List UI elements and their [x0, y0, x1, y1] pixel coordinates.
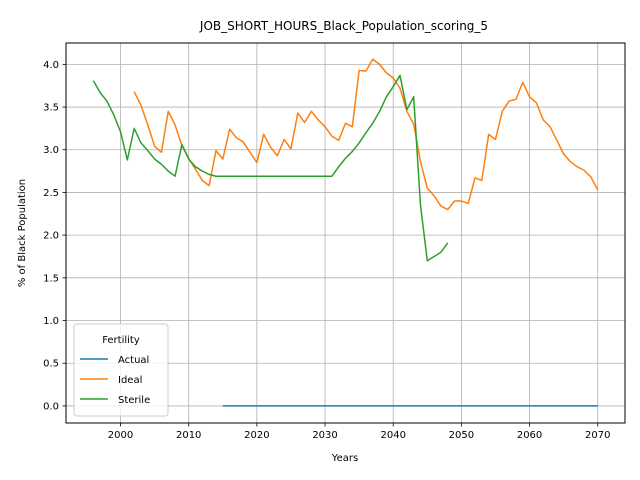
x-tick-label: 2040: [380, 430, 405, 441]
y-tick-label: 1.5: [43, 273, 59, 284]
x-tick-label: 2000: [108, 430, 133, 441]
y-axis-label: % of Black Population: [17, 179, 28, 287]
legend-label-actual: Actual: [118, 355, 149, 366]
series-line-sterile: [92, 74, 449, 262]
x-axis-ticks: 2000 2010 2020 2030 2040 2050 2060 2070: [108, 423, 610, 441]
y-tick-label: 0.5: [43, 359, 59, 370]
y-tick-label: 1.0: [43, 316, 59, 327]
series-line-ideal: [133, 58, 599, 211]
legend-title: Fertility: [102, 335, 140, 346]
x-tick-label: 2050: [449, 430, 474, 441]
legend-label-ideal: Ideal: [118, 375, 142, 386]
y-axis-ticks: 0.0 0.5 1.0 1.5 2.0 2.5 3.0 3.5 4.0: [43, 60, 66, 412]
y-tick-label: 0.0: [43, 401, 59, 412]
x-tick-label: 2010: [176, 430, 201, 441]
y-tick-label: 3.5: [43, 103, 59, 114]
legend: Fertility Actual Ideal Sterile: [73, 323, 169, 417]
series-lines: [92, 58, 599, 407]
y-tick-label: 2.0: [43, 231, 59, 242]
legend-label-sterile: Sterile: [118, 395, 150, 406]
x-tick-label: 2030: [312, 430, 337, 441]
x-axis-label: Years: [331, 453, 358, 464]
y-tick-label: 4.0: [43, 60, 59, 71]
legend-box: [73, 323, 169, 417]
y-tick-label: 3.0: [43, 145, 59, 156]
chart-title: JOB_SHORT_HOURS_Black_Population_scoring…: [199, 19, 488, 33]
y-tick-label: 2.5: [43, 188, 59, 199]
x-tick-label: 2060: [517, 430, 542, 441]
x-tick-label: 2020: [244, 430, 269, 441]
plot-frame: [65, 42, 626, 424]
x-tick-label: 2070: [585, 430, 610, 441]
